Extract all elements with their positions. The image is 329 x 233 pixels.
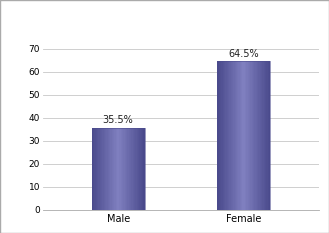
Bar — [248, 62, 249, 210]
Bar — [224, 62, 225, 210]
Bar — [227, 62, 228, 210]
Bar — [109, 128, 110, 210]
Bar — [265, 62, 266, 210]
Bar — [221, 62, 223, 210]
Bar — [236, 62, 237, 210]
Bar — [235, 62, 236, 210]
Bar — [122, 128, 123, 210]
Bar — [232, 62, 233, 210]
Bar — [106, 128, 108, 210]
Bar — [139, 128, 140, 210]
Bar — [229, 62, 231, 210]
Bar — [97, 128, 98, 210]
Bar — [225, 62, 227, 210]
Bar — [134, 128, 135, 210]
Bar — [92, 128, 93, 210]
Bar — [266, 62, 267, 210]
Bar — [108, 128, 109, 210]
Bar — [98, 128, 100, 210]
Bar — [130, 128, 131, 210]
Bar — [241, 62, 242, 210]
Bar — [267, 62, 269, 210]
Bar — [121, 128, 122, 210]
Bar — [115, 128, 117, 210]
Bar — [100, 128, 101, 210]
Bar — [245, 62, 246, 210]
Text: Figure 1. Percentage of Patients by Sex: Figure 1. Percentage of Patients by Sex — [8, 14, 257, 24]
Bar — [110, 128, 112, 210]
Bar — [253, 62, 254, 210]
Bar — [104, 128, 105, 210]
Bar — [242, 62, 244, 210]
Bar — [117, 128, 118, 210]
Bar — [228, 62, 229, 210]
Bar — [93, 128, 94, 210]
Bar — [254, 62, 256, 210]
Bar — [246, 62, 248, 210]
Text: 64.5%: 64.5% — [228, 49, 259, 59]
Bar — [217, 62, 219, 210]
Bar — [252, 62, 253, 210]
Bar — [126, 128, 127, 210]
Bar — [129, 128, 130, 210]
Bar — [231, 62, 232, 210]
Bar — [262, 62, 264, 210]
Bar — [261, 62, 262, 210]
Bar — [113, 128, 114, 210]
Bar — [249, 62, 250, 210]
Bar — [127, 128, 129, 210]
Bar — [250, 62, 252, 210]
Bar — [269, 62, 270, 210]
Bar — [257, 62, 258, 210]
Bar — [123, 128, 125, 210]
Bar — [142, 128, 143, 210]
Bar — [133, 128, 134, 210]
Bar — [217, 62, 270, 210]
Bar — [220, 62, 221, 210]
Bar — [135, 128, 137, 210]
Bar — [96, 128, 97, 210]
Bar — [137, 128, 138, 210]
Bar — [112, 128, 113, 210]
Bar — [237, 62, 239, 210]
Bar — [118, 128, 119, 210]
Bar — [105, 128, 106, 210]
Bar — [94, 128, 96, 210]
Bar — [131, 128, 133, 210]
Bar — [244, 62, 245, 210]
Text: 35.5%: 35.5% — [103, 115, 134, 125]
Bar — [101, 128, 102, 210]
Bar — [125, 128, 126, 210]
Bar — [258, 62, 260, 210]
Bar — [223, 62, 224, 210]
Bar — [140, 128, 142, 210]
Bar — [138, 128, 139, 210]
Bar — [92, 128, 144, 210]
Bar — [260, 62, 261, 210]
Bar — [219, 62, 220, 210]
Bar — [239, 62, 240, 210]
Bar — [114, 128, 115, 210]
Bar — [233, 62, 235, 210]
Bar — [264, 62, 265, 210]
Bar — [143, 128, 144, 210]
Bar — [240, 62, 241, 210]
Bar — [119, 128, 121, 210]
Bar — [102, 128, 104, 210]
Bar — [256, 62, 257, 210]
